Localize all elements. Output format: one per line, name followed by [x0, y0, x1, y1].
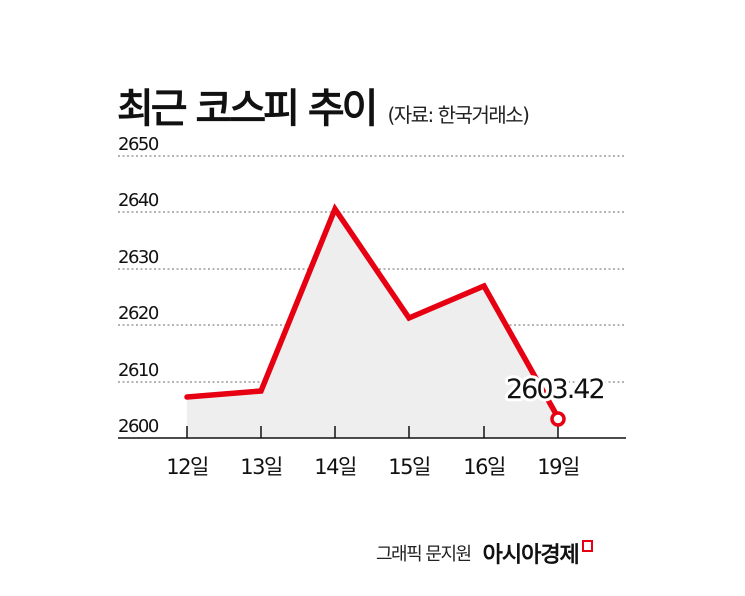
y-tick-label: 2620 [118, 303, 159, 324]
x-tick-label: 15일 [388, 455, 430, 479]
last-value-marker [550, 411, 566, 427]
brand-logo-text: 아시아경제 [482, 543, 580, 568]
area-fill [187, 209, 558, 438]
last-value-label: 2603.42 [506, 374, 604, 405]
y-tick-label: 2640 [118, 190, 159, 211]
chart-title-block: 최근 코스피 추이 (자료: 한국거래소) [117, 76, 530, 134]
y-tick-label: 2610 [118, 360, 159, 381]
chart-title: 최근 코스피 추이 [117, 86, 378, 132]
kospi-line [184, 203, 559, 417]
y-tick-label: 2650 [118, 134, 159, 155]
chart-source: (자료: 한국거래소) [387, 103, 530, 127]
x-tick-label: 13일 [240, 455, 282, 479]
x-tick-label: 12일 [166, 455, 208, 479]
x-axis-labels: 12일 13일 14일 15일 16일 19일 [166, 455, 580, 479]
x-tick-label: 19일 [537, 455, 579, 479]
footer-credit: 그래픽 문지원 아시아경제 [376, 537, 593, 569]
brand-mark-icon [581, 540, 593, 552]
x-tick-label: 16일 [463, 455, 505, 479]
graphic-credit: 그래픽 문지원 [376, 544, 472, 565]
x-tick-label: 14일 [314, 455, 356, 479]
y-tick-label: 2630 [118, 247, 159, 268]
y-axis-labels: 2650 2640 2630 2620 2610 2600 [118, 134, 160, 437]
y-tick-label: 2600 [118, 416, 159, 437]
x-axis [118, 426, 626, 439]
